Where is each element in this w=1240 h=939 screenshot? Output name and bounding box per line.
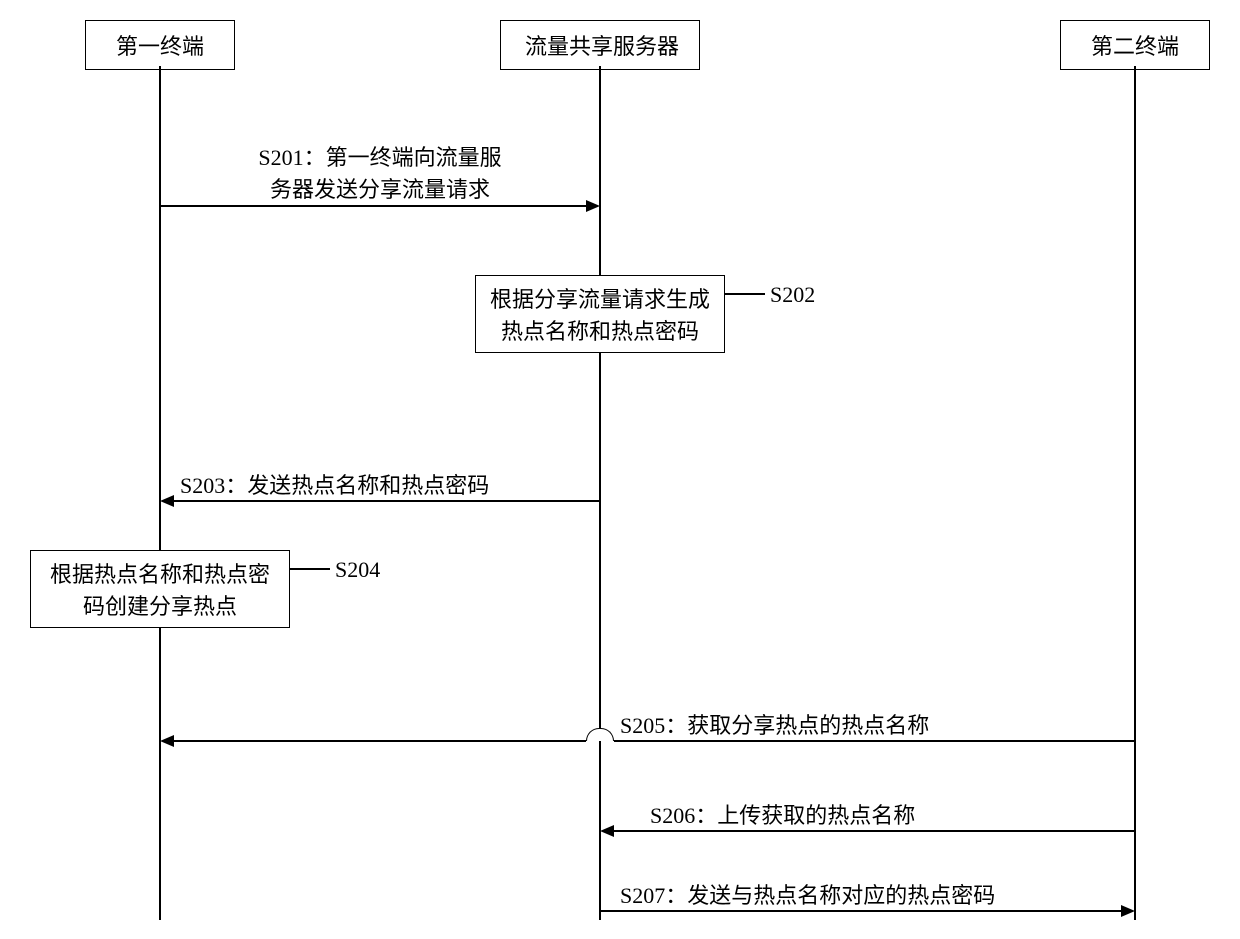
msg-s203-line	[174, 500, 600, 502]
msg-s201-label: S201：第一终端向流量服 务器发送分享流量请求	[160, 140, 600, 204]
step-s202-box: 根据分享流量请求生成 热点名称和热点密码	[475, 275, 725, 353]
step-s204-line1: 根据热点名称和热点密	[41, 557, 279, 589]
msg-s201-arrow	[586, 200, 600, 212]
msg-s205-label: S205：获取分享热点的热点名称	[620, 708, 929, 740]
step-s202-line1: 根据分享流量请求生成	[486, 282, 714, 314]
step-s204-line2: 码创建分享热点	[41, 589, 279, 621]
msg-s207-label: S207：发送与热点名称对应的热点密码	[620, 878, 995, 910]
participant-server-label: 流量共享服务器	[525, 34, 679, 59]
msg-s201-line	[160, 205, 586, 207]
msg-s206-arrow	[600, 825, 614, 837]
msg-s205-line-left	[174, 740, 586, 742]
step-s202-connector	[725, 293, 765, 295]
msg-s207-arrow	[1121, 905, 1135, 917]
msg-s201-line2: 务器发送分享流量请求	[160, 172, 600, 204]
msg-s201-line1: S201：第一终端向流量服	[160, 140, 600, 172]
msg-s207-line	[600, 910, 1121, 912]
msg-s206-line	[614, 830, 1135, 832]
participant-terminal2: 第二终端	[1060, 20, 1210, 70]
lifeline-terminal2	[1134, 66, 1136, 920]
msg-s205-arrow	[160, 735, 174, 747]
step-s204-connector	[290, 568, 330, 570]
participant-terminal1-label: 第一终端	[116, 34, 204, 59]
step-s202-line2: 热点名称和热点密码	[486, 314, 714, 346]
msg-s206-label: S206：上传获取的热点名称	[650, 798, 915, 830]
msg-s205-line-right	[614, 740, 1135, 742]
msg-s203-label: S203：发送热点名称和热点密码	[180, 468, 489, 500]
msg-s203-arrow	[160, 495, 174, 507]
participant-terminal1: 第一终端	[85, 20, 235, 70]
participant-server: 流量共享服务器	[500, 20, 700, 70]
participant-terminal2-label: 第二终端	[1091, 34, 1179, 59]
msg-s205-hop	[586, 728, 614, 741]
step-s204-box: 根据热点名称和热点密 码创建分享热点	[30, 550, 290, 628]
step-s202-id: S202	[770, 282, 815, 308]
step-s204-id: S204	[335, 557, 380, 583]
